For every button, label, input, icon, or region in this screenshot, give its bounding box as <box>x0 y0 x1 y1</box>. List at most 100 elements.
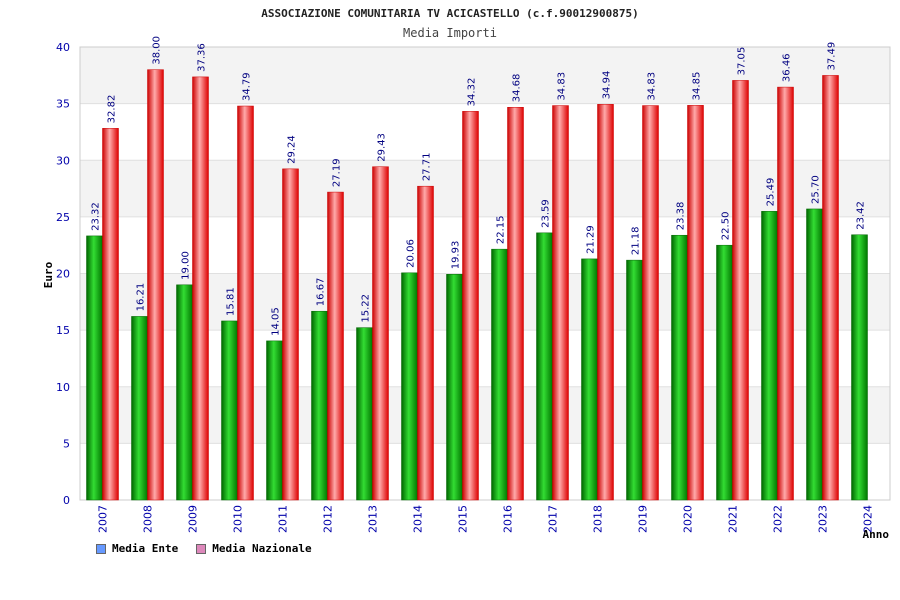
x-tick-label-2018: 2018 <box>592 505 605 533</box>
plot-background <box>79 46 891 501</box>
bar-ente-2021 <box>716 244 733 501</box>
value-label-ente-2024: 23.42 <box>856 201 867 230</box>
chart-subtitle: Media Importi <box>403 26 497 40</box>
y-tick-label: 25 <box>56 211 70 224</box>
x-tick-label-2022: 2022 <box>772 505 785 533</box>
bar-nazionale-2014 <box>417 185 434 501</box>
bar-nazionale-2010 <box>237 105 254 501</box>
x-tick-label-2021: 2021 <box>727 505 740 533</box>
value-label-ente-2014: 20.06 <box>406 239 417 268</box>
bar-nazionale-2009 <box>192 76 209 501</box>
value-label-ente-2018: 21.29 <box>586 225 597 254</box>
bar-ente-2011 <box>266 340 283 501</box>
value-label-ente-2011: 14.05 <box>271 307 282 336</box>
chart-title: ASSOCIAZIONE COMUNITARIA TV ACICASTELLO … <box>261 7 639 20</box>
x-tick-label-2016: 2016 <box>502 505 515 533</box>
y-tick-label: 15 <box>56 324 70 337</box>
bar-nazionale-2022 <box>777 86 794 501</box>
value-label-nazionale-2011: 29.24 <box>287 135 298 164</box>
value-label-ente-2016: 22.15 <box>496 216 507 245</box>
x-tick-label-2023: 2023 <box>817 505 830 533</box>
bar-ente-2017 <box>536 232 553 501</box>
x-tick-label-2010: 2010 <box>232 505 245 533</box>
value-label-nazionale-2018: 34.94 <box>602 71 613 100</box>
value-label-nazionale-2016: 34.68 <box>512 74 523 103</box>
y-axis: 0 5 10 15 20 25 30 35 40 <box>56 41 70 507</box>
x-tick-label-2020: 2020 <box>682 505 695 533</box>
bar-nazionale-2016 <box>507 106 524 501</box>
legend-swatch-nazionale <box>196 543 207 554</box>
value-label-nazionale-2021: 37.05 <box>737 47 748 76</box>
y-tick-label: 20 <box>56 268 70 281</box>
legend-item-ente: Media Ente <box>96 542 178 555</box>
value-label-ente-2012: 16.67 <box>316 278 327 307</box>
value-label-ente-2023: 25.70 <box>811 175 822 204</box>
x-tick-label-2019: 2019 <box>637 505 650 533</box>
value-label-nazionale-2014: 27.71 <box>422 153 433 182</box>
x-axis: 2007 2008 2009 2010 2011 2012 2013 2014 2015 2016… <box>97 505 875 533</box>
grid-band <box>80 386 890 444</box>
bar-nazionale-2013 <box>372 166 389 501</box>
bar-ente-2016 <box>491 248 508 501</box>
bar-ente-2010 <box>221 320 238 501</box>
bar-series: 23.32 32.82 16.21 38.00 19.00 37.36 15.81 34.79… <box>86 36 868 501</box>
grid-band <box>80 47 890 104</box>
plot-border <box>79 46 891 501</box>
value-label-ente-2008: 16.21 <box>136 283 147 312</box>
legend-label-ente: Media Ente <box>112 542 179 555</box>
value-label-ente-2009: 19.00 <box>181 251 192 280</box>
value-label-ente-2013: 15.22 <box>361 294 372 323</box>
value-label-ente-2022: 25.49 <box>766 178 777 207</box>
value-label-ente-2019: 21.18 <box>631 226 642 255</box>
legend-label-nazionale: Media Nazionale <box>212 542 312 555</box>
value-label-ente-2017: 23.59 <box>541 199 552 228</box>
x-tick-label-2017: 2017 <box>547 505 560 533</box>
bar-nazionale-2015 <box>462 111 479 501</box>
bar-ente-2012 <box>311 310 328 501</box>
legend: Media Ente Media Nazionale <box>96 542 312 555</box>
bar-nazionale-2023 <box>822 75 839 501</box>
x-tick-label-2008: 2008 <box>142 505 155 533</box>
value-label-ente-2015: 19.93 <box>451 241 462 270</box>
value-label-nazionale-2022: 36.46 <box>782 53 793 82</box>
value-label-ente-2007: 23.32 <box>91 202 102 231</box>
x-axis-label: Anno <box>863 528 890 541</box>
value-label-nazionale-2010: 34.79 <box>242 72 253 101</box>
value-label-nazionale-2007: 32.82 <box>107 95 118 124</box>
y-axis-label: Euro <box>42 261 55 288</box>
bar-ente-2014 <box>401 272 418 501</box>
bar-ente-2024 <box>851 234 868 501</box>
bar-ente-2019 <box>626 259 643 501</box>
value-label-nazionale-2012: 27.19 <box>332 158 343 187</box>
x-tick-label-2013: 2013 <box>367 505 380 533</box>
bar-ente-2007 <box>86 235 103 501</box>
bar-ente-2013 <box>356 327 373 501</box>
y-tick-label: 35 <box>56 98 70 111</box>
x-tick-label-2015: 2015 <box>457 505 470 533</box>
value-label-ente-2020: 23.38 <box>676 202 687 231</box>
grid-band <box>80 160 890 217</box>
y-tick-label: 5 <box>63 437 70 450</box>
value-label-nazionale-2023: 37.49 <box>827 42 838 71</box>
value-label-nazionale-2013: 29.43 <box>377 133 388 162</box>
bar-ente-2015 <box>446 274 463 501</box>
bar-nazionale-2018 <box>597 104 614 501</box>
value-label-nazionale-2015: 34.32 <box>467 78 478 107</box>
grid-band <box>80 273 890 331</box>
x-tick-label-2012: 2012 <box>322 505 335 533</box>
bar-ente-2020 <box>671 234 688 501</box>
value-label-nazionale-2019: 34.83 <box>647 72 658 101</box>
bar-nazionale-2012 <box>327 191 344 501</box>
value-label-ente-2010: 15.81 <box>226 287 237 316</box>
y-tick-label: 10 <box>56 381 70 394</box>
bar-nazionale-2019 <box>642 105 659 501</box>
bar-nazionale-2011 <box>282 168 299 501</box>
value-label-nazionale-2020: 34.85 <box>692 72 703 101</box>
bar-nazionale-2017 <box>552 105 569 501</box>
legend-swatch-ente <box>96 543 106 554</box>
x-tick-label-2011: 2011 <box>277 505 290 533</box>
bar-nazionale-2008 <box>147 69 164 501</box>
bar-ente-2022 <box>761 211 778 501</box>
x-tick-label-2009: 2009 <box>187 505 200 533</box>
